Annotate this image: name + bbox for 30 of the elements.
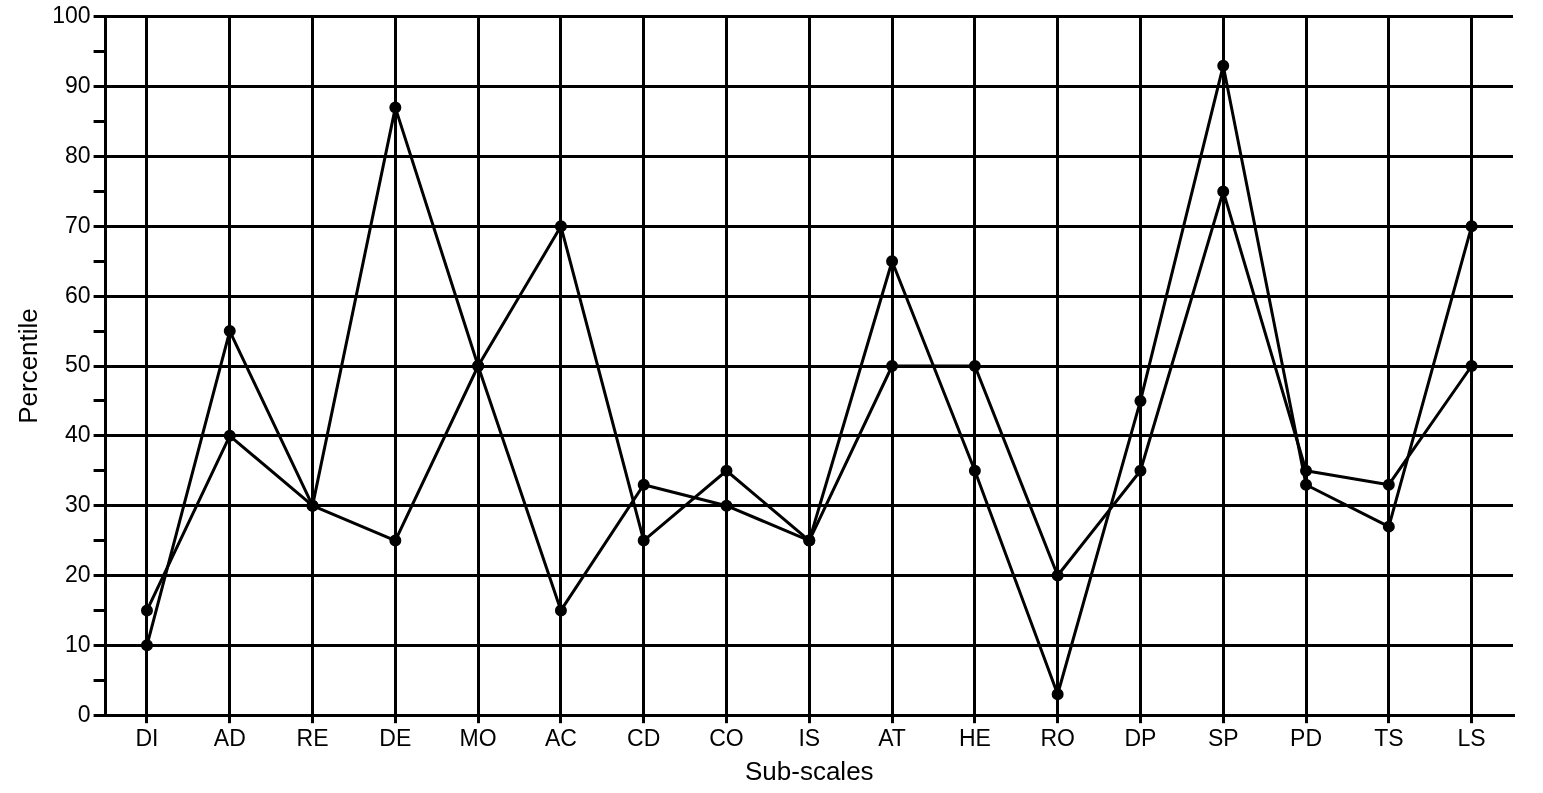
y-tick-label: 100 (52, 2, 91, 29)
y-tick-label: 0 (77, 700, 91, 727)
x-tick-label: IS (798, 725, 821, 752)
y-tick-label: 60 (64, 281, 91, 308)
x-tick-label: HE (958, 725, 991, 752)
x-tick-label: RE (296, 725, 329, 752)
x-tick-label: LS (1457, 725, 1486, 752)
y-tick-label: 80 (64, 141, 91, 168)
y-tick-label: 20 (64, 560, 91, 587)
x-tick-label: CO (709, 725, 744, 752)
x-tick-label: MO (459, 725, 497, 752)
x-tick-label: TS (1374, 725, 1404, 752)
x-tick-label: PD (1290, 725, 1322, 752)
x-axis-title: Sub-scales (744, 755, 874, 786)
y-tick-label: 10 (64, 630, 91, 657)
x-tick-label: RO (1040, 725, 1075, 752)
x-tick-label: DP (1124, 725, 1157, 752)
y-tick-label: 50 (64, 351, 91, 378)
x-tick-label: AC (544, 725, 577, 752)
y-tick-label: 70 (64, 211, 91, 238)
y-tick-label: 30 (64, 491, 91, 518)
x-tick-label: AT (878, 725, 906, 752)
x-tick-label: AD (213, 725, 246, 752)
x-tick-label: SP (1207, 725, 1239, 752)
y-tick-label: 90 (64, 71, 91, 98)
y-axis-title: Percentile (12, 308, 43, 424)
x-tick-label: DI (135, 725, 159, 752)
x-tick-label: DE (379, 725, 412, 752)
x-tick-label: CD (627, 725, 661, 752)
y-tick-label: 40 (64, 421, 91, 448)
